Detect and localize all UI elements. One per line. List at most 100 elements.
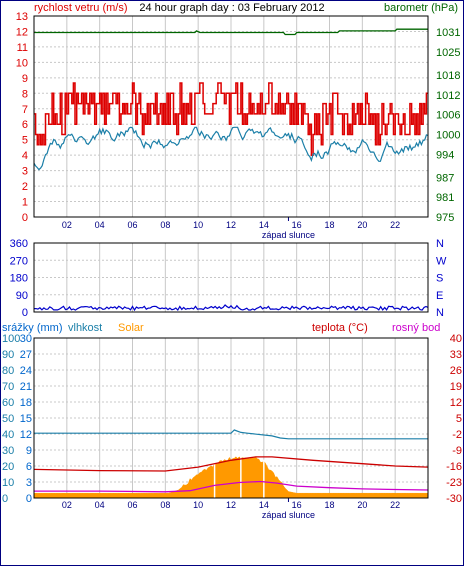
pressure-tick: 975 xyxy=(436,212,454,224)
temperature-plot-frame xyxy=(33,337,429,499)
pressure-tick: 981 xyxy=(436,192,454,204)
legend-temperature: teplota (°C) xyxy=(312,322,368,334)
temperature-x-tick-labels: 02 04 06 08 10 12 14 16 18 20 22 xyxy=(62,500,400,510)
pressure-tick: 1006 xyxy=(436,110,460,122)
rain-tick: 21 xyxy=(20,381,32,393)
wind-x-tick-labels: 02 04 06 08 10 12 14 16 18 20 22 xyxy=(62,220,400,230)
rain-tick: 24 xyxy=(20,365,32,377)
pressure-line xyxy=(34,28,428,36)
sunset-label-bottom: západ slunce xyxy=(262,510,315,520)
x-tick-label: 04 xyxy=(95,500,105,510)
temperature-line xyxy=(33,456,429,472)
temperature-tick-labels: -30 -23 -16 -9 -2 5 12 19 26 33 40 xyxy=(446,333,462,505)
legend-rain: srážky (mm) xyxy=(2,322,63,334)
temperature-panel: srážky (mm) vlhkost Solar teplota (°C) r… xyxy=(2,322,462,520)
humidity-tick: 30 xyxy=(2,445,14,457)
x-tick-label: 18 xyxy=(324,500,334,510)
direction-tick: 270 xyxy=(10,255,28,267)
x-tick-label: 10 xyxy=(193,500,203,510)
humidity-tick: 80 xyxy=(2,365,14,377)
humidity-tick: 60 xyxy=(2,397,14,409)
rain-tick: 18 xyxy=(20,397,32,409)
wind-tick: 13 xyxy=(16,11,28,23)
wind-tick: 3 xyxy=(22,166,28,178)
x-tick-label: 10 xyxy=(193,220,203,230)
humidity-tick: 50 xyxy=(2,413,14,425)
direction-tick: 360 xyxy=(10,238,28,250)
solar-area xyxy=(33,456,429,499)
solar-gaps xyxy=(213,453,265,498)
temperature-tick: -2 xyxy=(452,429,462,441)
x-tick-label: 08 xyxy=(160,500,170,510)
wind-tick: 1 xyxy=(22,197,28,209)
humidity-tick: 90 xyxy=(2,349,14,361)
legend-solar: Solar xyxy=(118,322,144,334)
x-tick-label: 14 xyxy=(259,500,269,510)
direction-tick: 180 xyxy=(10,273,28,285)
wind-tick: 9 xyxy=(22,73,28,85)
pressure-tick: 987 xyxy=(436,172,454,184)
temperature-tick: 26 xyxy=(450,365,462,377)
pressure-tick: 994 xyxy=(436,149,454,161)
temperature-tick: -23 xyxy=(446,477,462,489)
chart-title: 24 hour graph day : 03 February 2012 xyxy=(139,2,324,14)
temperature-tick: -9 xyxy=(452,445,462,457)
rain-tick: 15 xyxy=(20,413,32,425)
pressure-tick: 1000 xyxy=(436,129,460,141)
pressure-tick: 1025 xyxy=(436,47,460,59)
x-tick-label: 12 xyxy=(226,500,236,510)
x-tick-label: 04 xyxy=(95,220,105,230)
direction-plot-frame xyxy=(33,242,429,313)
wind-tick: 6 xyxy=(22,119,28,131)
sunset-label: západ slunce xyxy=(262,230,315,240)
humidity-tick: 20 xyxy=(2,461,14,473)
temperature-grid xyxy=(34,338,428,502)
wind-axis-label: rychlost vetru (m/s) xyxy=(34,2,128,14)
wind-tick: 5 xyxy=(22,135,28,147)
rain-tick: 27 xyxy=(20,349,32,361)
rain-tick-labels: 0 3 6 9 12 15 18 21 24 27 30 xyxy=(20,333,32,505)
temperature-tick: -30 xyxy=(446,493,462,505)
rain-tick: 0 xyxy=(26,493,32,505)
direction-tick: 0 xyxy=(22,307,28,319)
temperature-tick: 19 xyxy=(450,381,462,393)
rain-tick: 6 xyxy=(26,461,32,473)
x-tick-label: 22 xyxy=(390,500,400,510)
rain-tick: 3 xyxy=(26,477,32,489)
wind-average-line xyxy=(33,126,429,171)
humidity-tick-labels: 0 10 20 30 40 50 60 70 80 90 100 xyxy=(2,333,20,505)
humidity-line xyxy=(34,429,428,440)
pressure-axis-label: barometr (hPa) xyxy=(384,2,458,14)
x-tick-label: 22 xyxy=(390,220,400,230)
x-tick-label: 18 xyxy=(324,220,334,230)
x-tick-label: 20 xyxy=(357,500,367,510)
compass-tick: N xyxy=(436,238,444,250)
wind-plot-frame xyxy=(33,15,429,218)
wind-tick: 11 xyxy=(17,42,28,54)
x-tick-label: 02 xyxy=(62,500,72,510)
rain-tick: 9 xyxy=(26,445,32,457)
pressure-tick-labels: 975 981 987 994 1000 1006 1012 1018 1025 1031 xyxy=(436,27,460,224)
x-tick-label: 20 xyxy=(357,220,367,230)
wind-tick: 4 xyxy=(22,150,28,162)
temperature-tick: 33 xyxy=(450,349,462,361)
humidity-tick: 70 xyxy=(2,381,14,393)
x-tick-label: 02 xyxy=(62,220,72,230)
wind-pressure-panel: rychlost vetru (m/s) 24 hour graph day :… xyxy=(16,2,461,240)
temperature-tick: 5 xyxy=(456,413,462,425)
wind-grid xyxy=(34,15,428,221)
pressure-tick: 1012 xyxy=(436,90,460,102)
temperature-tick: 40 xyxy=(450,333,462,345)
compass-tick: N xyxy=(436,307,444,319)
humidity-tick: 10 xyxy=(2,477,14,489)
compass-tick: E xyxy=(436,290,443,302)
wind-gust-line xyxy=(34,82,428,156)
direction-grid xyxy=(34,243,428,312)
temperature-tick: 12 xyxy=(450,397,462,409)
humidity-tick: 40 xyxy=(2,429,14,441)
pressure-tick: 1018 xyxy=(436,70,460,82)
